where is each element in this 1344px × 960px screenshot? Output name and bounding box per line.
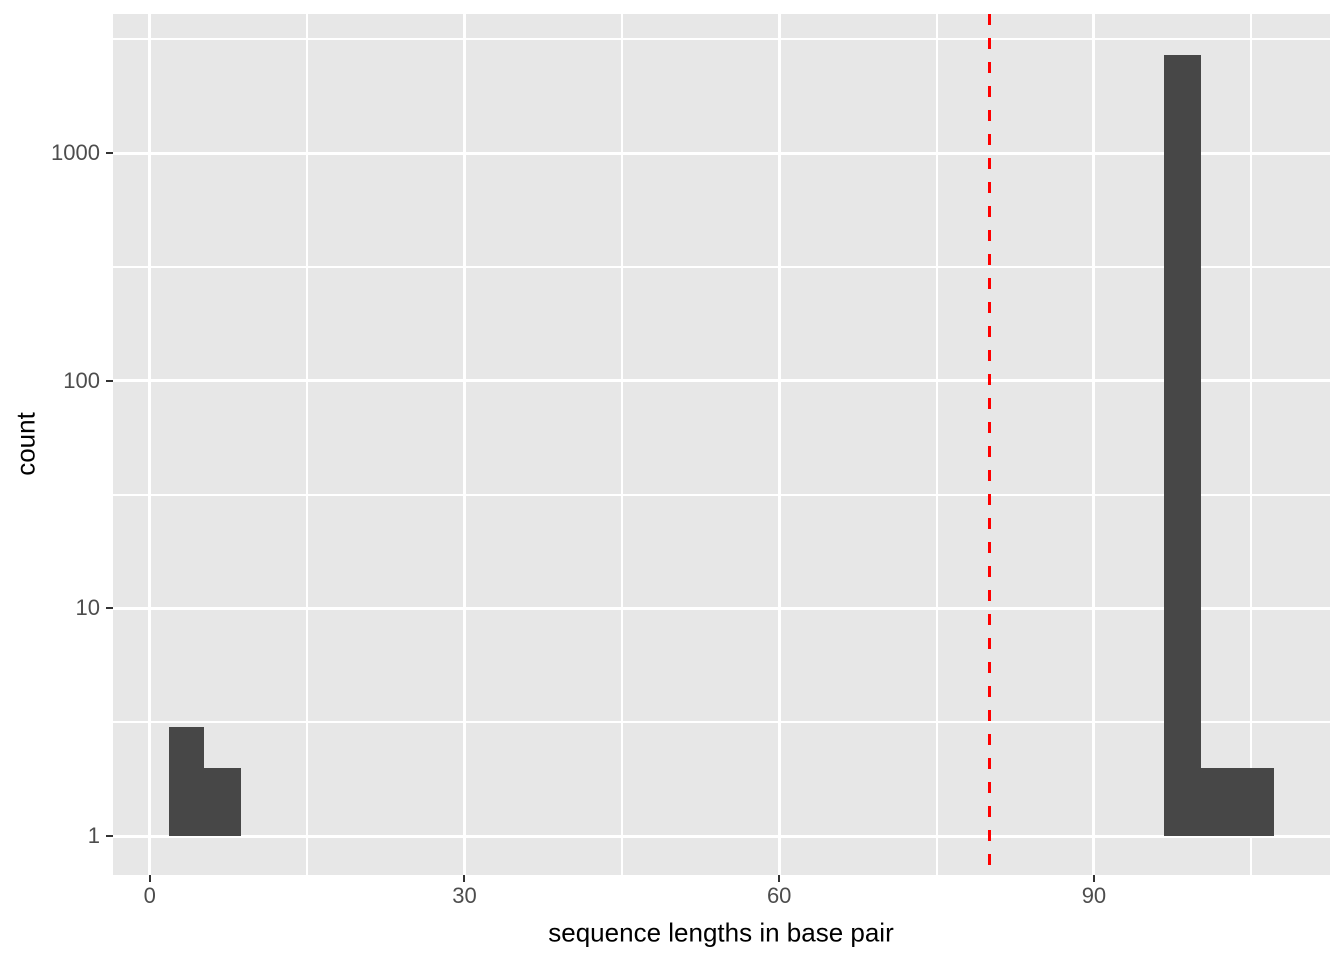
x-minor-gridline xyxy=(1250,14,1253,875)
y-major-gridline xyxy=(113,151,1330,155)
x-axis-tick xyxy=(463,875,466,882)
histogram-bar xyxy=(204,767,241,837)
y-major-gridline xyxy=(113,379,1330,383)
threshold-line xyxy=(987,14,991,875)
y-minor-gridline xyxy=(113,721,1330,724)
x-major-gridline xyxy=(1092,14,1096,875)
y-major-gridline xyxy=(113,606,1330,610)
y-tick-label: 10 xyxy=(75,595,100,621)
y-axis-tick xyxy=(106,607,113,610)
y-axis-title: count xyxy=(10,412,41,476)
x-major-gridline xyxy=(148,14,152,875)
y-axis-tick xyxy=(106,835,113,838)
x-tick-label: 0 xyxy=(143,883,156,908)
y-axis-tick xyxy=(106,152,113,155)
y-tick-label: 1 xyxy=(87,823,100,849)
x-axis-title: sequence lengths in base pair xyxy=(548,917,894,948)
x-major-gridline xyxy=(462,14,466,875)
x-tick-label: 30 xyxy=(452,883,477,908)
y-axis-tick xyxy=(106,379,113,382)
x-minor-gridline xyxy=(620,14,623,875)
y-minor-gridline xyxy=(113,38,1330,41)
histogram-bar xyxy=(1164,54,1201,837)
x-tick-label: 60 xyxy=(766,883,792,908)
x-minor-gridline xyxy=(935,14,938,875)
plot-panel xyxy=(113,14,1330,875)
x-axis-tick xyxy=(1092,875,1095,882)
x-axis-tick xyxy=(148,875,151,882)
y-major-gridline xyxy=(113,834,1330,838)
y-minor-gridline xyxy=(113,265,1330,268)
x-major-gridline xyxy=(777,14,781,875)
histogram-bar xyxy=(1200,767,1275,837)
y-minor-gridline xyxy=(113,493,1330,496)
histogram-bar xyxy=(168,727,205,837)
x-tick-label: 90 xyxy=(1081,883,1107,908)
x-minor-gridline xyxy=(306,14,309,875)
y-tick-label: 100 xyxy=(63,367,100,393)
y-tick-label: 1000 xyxy=(51,140,100,166)
x-axis-tick xyxy=(778,875,781,882)
